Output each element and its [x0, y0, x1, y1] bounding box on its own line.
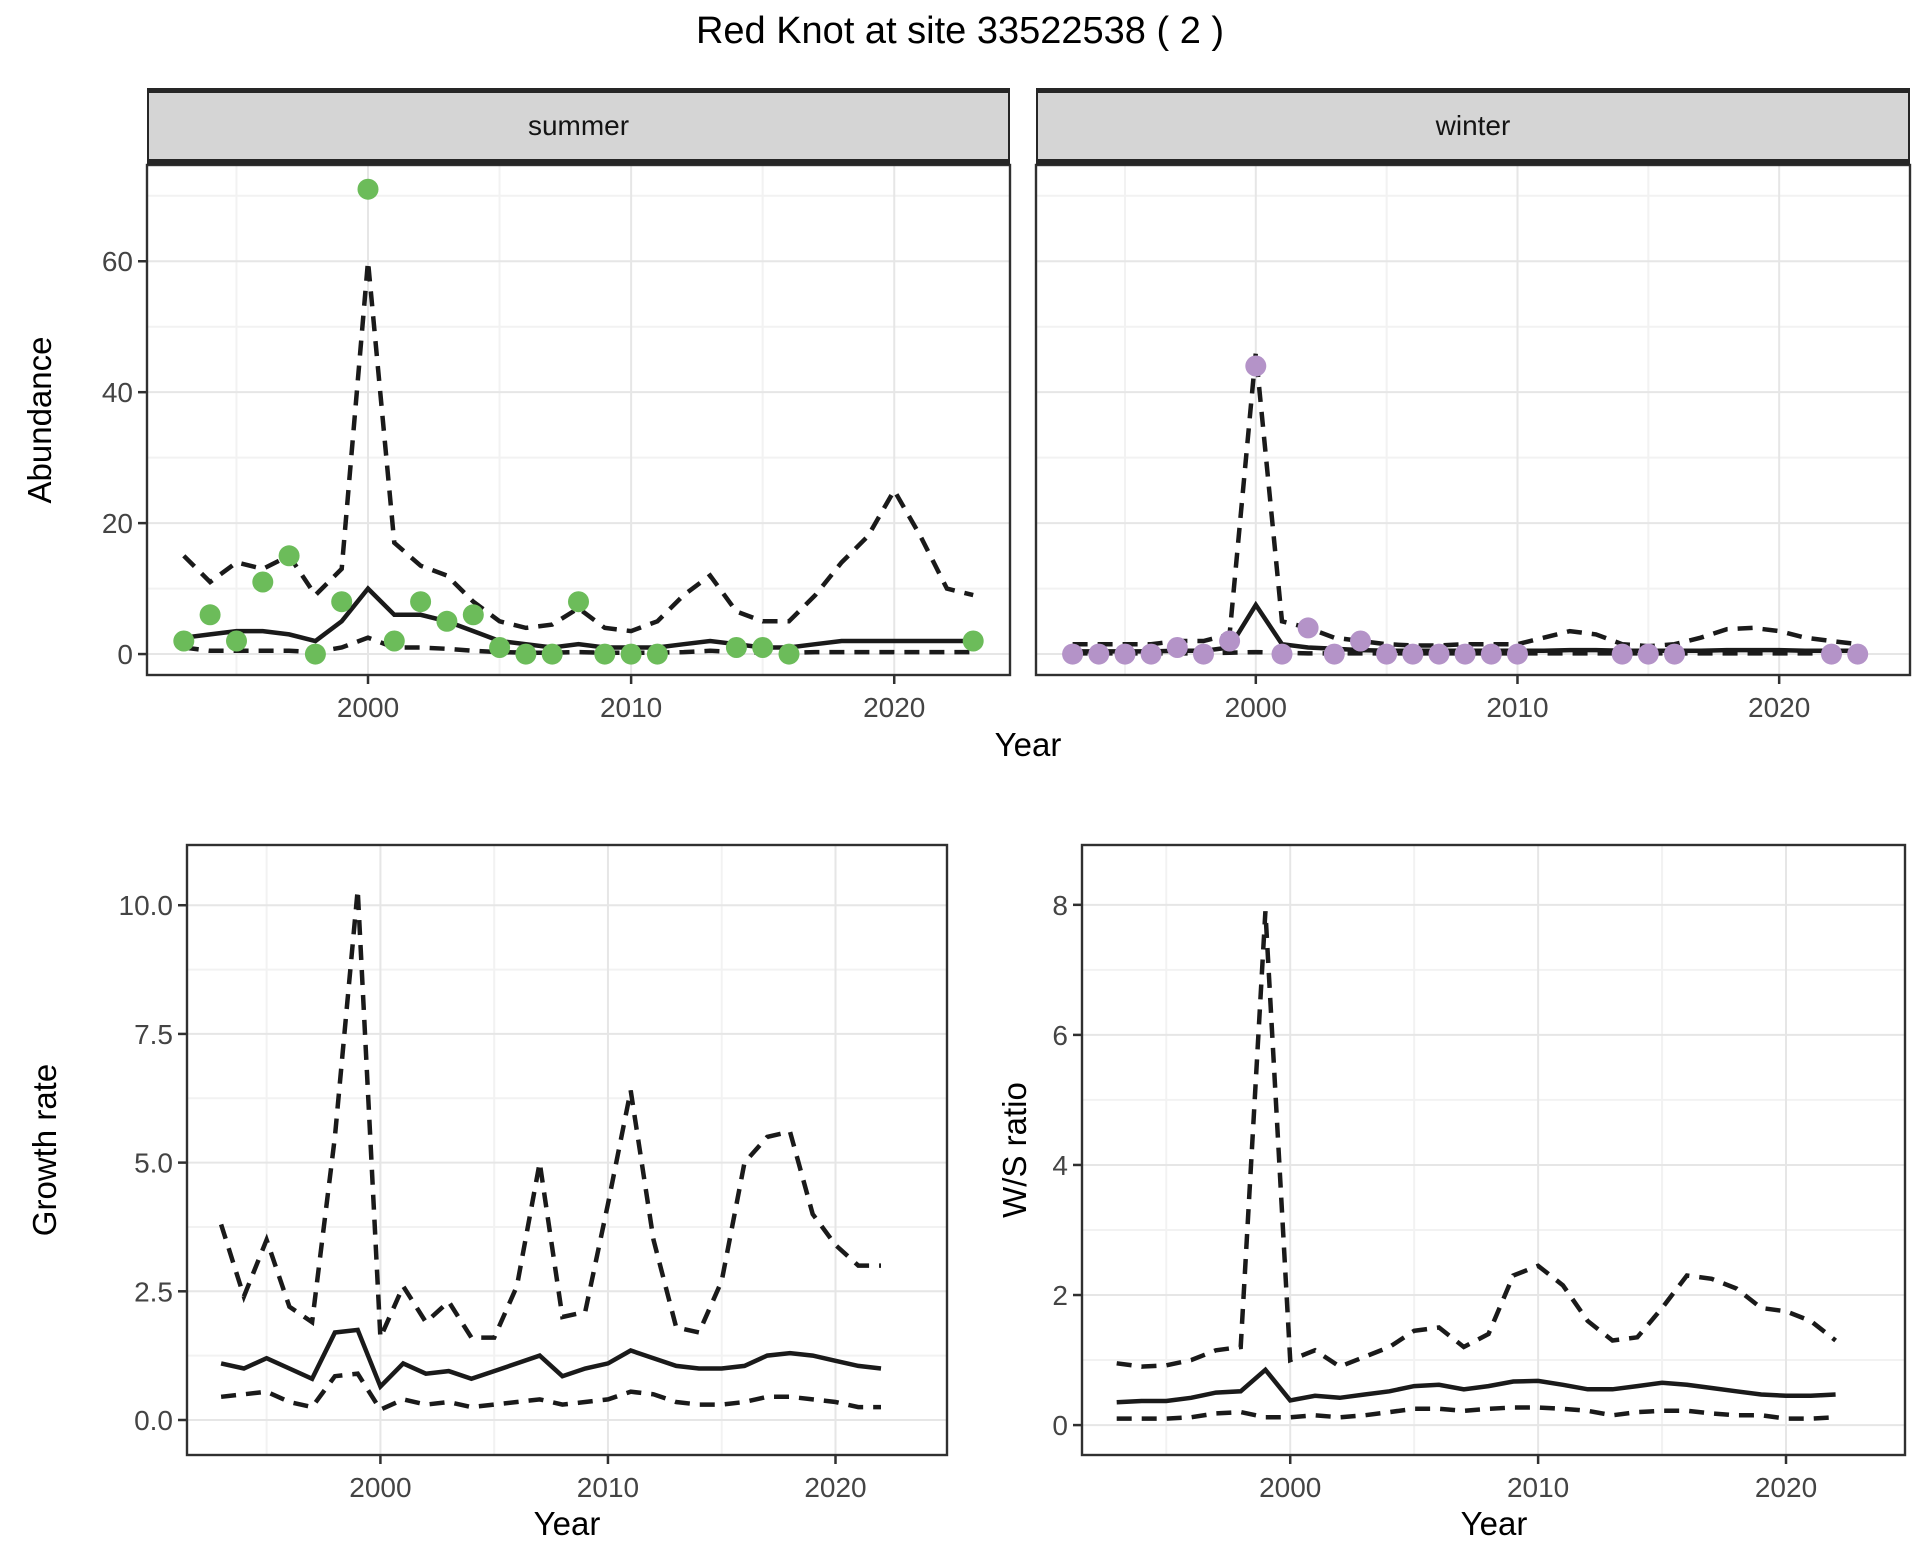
- data-point-abundance_summer: [304, 643, 326, 665]
- y-tick-label: 20: [102, 508, 133, 539]
- y-tick-label: 10.0: [119, 890, 174, 921]
- data-point-abundance_summer: [252, 571, 274, 593]
- x-tick-label: 2000: [349, 1472, 411, 1503]
- data-point-abundance_winter: [1088, 643, 1110, 665]
- data-point-abundance_summer: [383, 630, 405, 652]
- data-point-abundance_winter: [1637, 643, 1659, 665]
- data-point-abundance_winter: [1062, 643, 1084, 665]
- x-tick-label: 2010: [577, 1472, 639, 1503]
- x-tick-label: 2000: [1259, 1472, 1321, 1503]
- data-point-abundance_winter: [1219, 630, 1241, 652]
- growth-rate-y-axis-title: Growth rate: [26, 1063, 63, 1237]
- facet-strip-winter: winter: [1036, 88, 1910, 165]
- panel-border-growth_rate: [185, 843, 949, 1457]
- data-point-abundance_winter: [1166, 637, 1188, 658]
- data-point-abundance_winter: [1245, 355, 1267, 377]
- facet-strip-winter-label: winter: [1435, 110, 1511, 141]
- y-tick-label: 7.5: [134, 1019, 173, 1050]
- data-point-abundance_summer: [410, 591, 432, 613]
- series-line-upper-abundance_summer: [182, 260, 974, 634]
- x-tick-label: 2000: [1225, 692, 1287, 723]
- y-tick-label: 2: [1052, 1280, 1068, 1311]
- series-line-median-growth_rate: [220, 1327, 882, 1391]
- x-tick-label: 2000: [337, 692, 399, 723]
- data-point-abundance_winter: [1454, 643, 1476, 665]
- data-point-abundance_winter: [1297, 617, 1319, 639]
- ws-ratio-x-axis-title: Year: [1460, 1505, 1528, 1542]
- data-point-abundance_summer: [646, 643, 668, 665]
- data-point-abundance_winter: [1350, 630, 1371, 652]
- data-point-abundance_winter: [1114, 643, 1136, 665]
- x-tick-label: 2020: [804, 1472, 866, 1503]
- series-line-lower-ws_ratio: [1116, 1405, 1836, 1421]
- y-tick-label: 40: [102, 377, 133, 408]
- data-point-abundance_summer: [226, 630, 247, 652]
- panel-border-abundance_winter: [1034, 163, 1912, 677]
- series-line-upper-abundance_winter: [1072, 352, 1858, 649]
- y-tick-label: 0: [117, 639, 133, 670]
- data-point-abundance_summer: [278, 545, 300, 567]
- series-line-lower-growth_rate: [220, 1371, 881, 1413]
- y-tick-label: 60: [102, 246, 133, 277]
- data-point-abundance_winter: [1480, 643, 1502, 665]
- data-point-abundance_winter: [1271, 643, 1293, 665]
- data-point-abundance_summer: [620, 643, 642, 665]
- facet-strip-summer-label: summer: [527, 110, 630, 141]
- data-point-abundance_winter: [1611, 643, 1633, 665]
- figure-title: Red Knot at site 33522538 ( 2 ): [695, 10, 1225, 52]
- data-point-abundance_summer: [173, 630, 195, 652]
- data-point-abundance_winter: [1847, 643, 1869, 665]
- data-point-abundance_summer: [752, 637, 774, 658]
- series-line-median-abundance_summer: [183, 585, 974, 650]
- facet-strip-summer: summer: [147, 88, 1010, 165]
- data-point-abundance_summer: [962, 630, 984, 652]
- series-line-upper-growth_rate: [218, 889, 881, 1340]
- data-point-abundance_winter: [1140, 643, 1162, 665]
- data-point-abundance_summer: [515, 643, 537, 665]
- series-line-upper-ws_ratio: [1116, 911, 1837, 1370]
- data-point-abundance_summer: [357, 178, 379, 200]
- y-tick-label: 0.0: [134, 1405, 173, 1436]
- x-tick-label: 2020: [863, 692, 925, 723]
- abundance-y-axis-title: Abundance: [21, 336, 58, 504]
- x-tick-label: 2010: [1507, 1472, 1569, 1503]
- data-point-abundance_summer: [778, 643, 800, 665]
- y-tick-label: 4: [1052, 1150, 1068, 1181]
- data-point-abundance_winter: [1428, 643, 1450, 665]
- panel-border-ws_ratio: [1080, 843, 1907, 1457]
- data-point-abundance_winter: [1821, 643, 1842, 665]
- ws-ratio-y-axis-title: W/S ratio: [996, 1082, 1033, 1218]
- x-tick-label: 2020: [1748, 692, 1810, 723]
- data-point-abundance_winter: [1376, 643, 1398, 665]
- y-tick-label: 8: [1052, 890, 1068, 921]
- data-point-abundance_summer: [725, 637, 747, 658]
- data-point-abundance_winter: [1193, 643, 1214, 665]
- panel-border-abundance_summer: [145, 163, 1012, 677]
- y-tick-label: 5.0: [134, 1148, 173, 1179]
- growth-rate-x-axis-title: Year: [533, 1505, 601, 1542]
- data-point-abundance_summer: [331, 591, 353, 613]
- data-point-abundance_winter: [1664, 643, 1685, 665]
- data-point-abundance_summer: [436, 610, 458, 632]
- data-point-abundance_summer: [594, 643, 616, 665]
- data-point-abundance_winter: [1402, 643, 1424, 665]
- x-tick-label: 2020: [1755, 1472, 1817, 1503]
- top-x-axis-title: Year: [994, 726, 1062, 763]
- y-tick-label: 6: [1052, 1020, 1068, 1051]
- data-point-abundance_summer: [541, 643, 563, 665]
- data-point-abundance_summer: [489, 637, 511, 658]
- data-point-abundance_summer: [568, 591, 589, 613]
- data-point-abundance_winter: [1507, 643, 1528, 665]
- y-tick-label: 2.5: [134, 1276, 173, 1307]
- data-point-abundance_summer: [462, 604, 484, 626]
- y-tick-label: 0: [1052, 1410, 1068, 1441]
- x-tick-label: 2010: [1486, 692, 1548, 723]
- data-point-abundance_summer: [199, 604, 221, 626]
- x-tick-label: 2010: [600, 692, 662, 723]
- series-line-median-ws_ratio: [1116, 1366, 1836, 1405]
- data-point-abundance_winter: [1323, 643, 1345, 665]
